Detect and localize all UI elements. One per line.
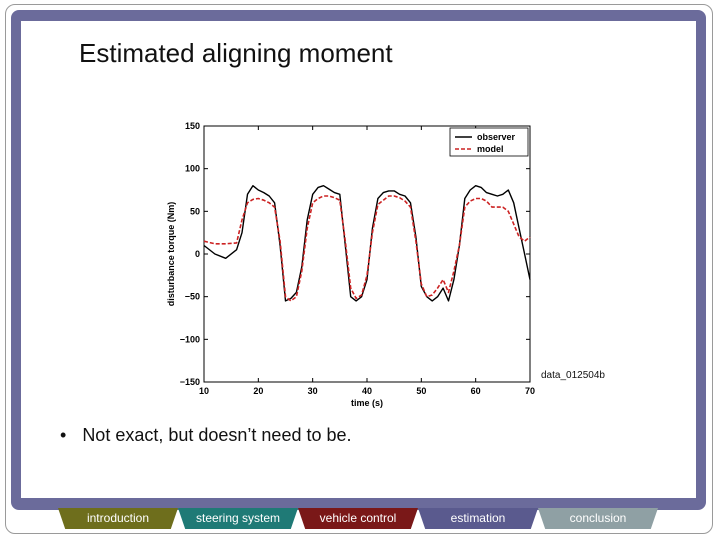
nav-tab-conclusion[interactable]: conclusion: [538, 508, 658, 529]
y-tick-label: 150: [185, 121, 200, 131]
nav-tab-label: vehicle control: [319, 511, 397, 525]
nav-tab-label: conclusion: [569, 511, 627, 525]
nav-tab-label: steering system: [195, 511, 281, 525]
y-tick-label: −50: [185, 292, 200, 302]
x-tick-label: 70: [525, 386, 535, 396]
legend-label-model: model: [477, 144, 504, 154]
y-tick-label: −150: [180, 377, 200, 387]
y-tick-label: 0: [195, 249, 200, 259]
x-axis-label: time (s): [351, 398, 383, 408]
nav-tab-estimation[interactable]: estimation: [418, 508, 538, 529]
bullet-text: Not exact, but doesn’t need to be.: [82, 425, 352, 445]
figure-caption: data_012504b: [541, 370, 605, 381]
nav-tab-steering-system[interactable]: steering system: [178, 508, 298, 529]
legend-label-observer: observer: [477, 132, 516, 142]
bullet-point: • Not exact, but doesn’t need to be.: [60, 425, 352, 446]
x-tick-label: 60: [471, 386, 481, 396]
series-line-observer: [203, 185, 531, 302]
nav-tab-vehicle-control[interactable]: vehicle control: [298, 508, 418, 529]
nav-tab-label: estimation: [450, 511, 506, 525]
x-tick-label: 10: [199, 386, 209, 396]
x-tick-label: 20: [253, 386, 263, 396]
x-tick-label: 40: [362, 386, 372, 396]
plot-frame: [203, 125, 531, 383]
nav-tab-label: introduction: [86, 511, 150, 525]
y-axis-label: disturbance torque (Nm): [166, 202, 176, 307]
y-tick-label: −100: [180, 334, 200, 344]
x-tick-label: 30: [308, 386, 318, 396]
series-line-model: [203, 195, 531, 302]
y-tick-label: 50: [190, 206, 200, 216]
y-tick-label: 100: [185, 164, 200, 174]
slide-frame: [5, 4, 713, 534]
legend-box: [449, 127, 529, 157]
bullet-icon: •: [60, 425, 67, 445]
slide-title: Estimated aligning moment: [79, 38, 393, 68]
x-tick-label: 50: [416, 386, 426, 396]
nav-tab-introduction[interactable]: introduction: [58, 508, 178, 529]
